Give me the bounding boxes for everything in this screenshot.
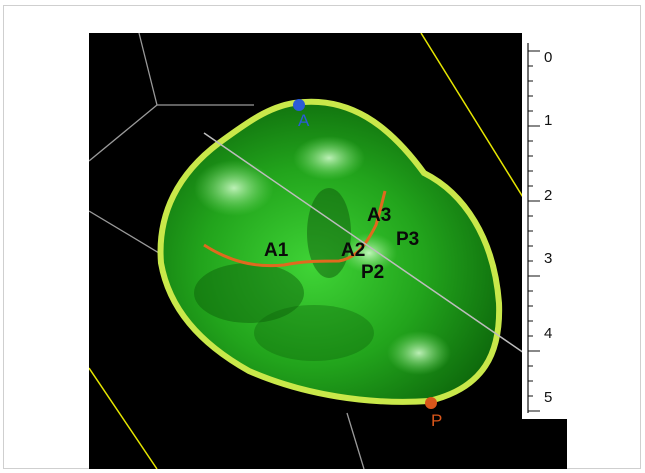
anterior-label: A [298,111,310,130]
posterior-marker [425,397,437,409]
ruler-label-3: 3 [544,250,553,267]
leaflet-label-a2: A2 [341,240,366,261]
posterior-label: P [431,411,443,430]
ruler-ticks [527,43,540,413]
scale-ruler: 0 1 2 3 4 5 [522,33,567,419]
leaflet-label-a3: A3 [367,205,392,226]
surface-highlight [293,136,365,180]
ruler-label-2: 2 [544,187,553,204]
annulus-ring [157,98,503,405]
ruler-label-4: 4 [544,325,553,342]
coaptation-line [203,190,387,268]
ruler-label-1: 1 [544,112,553,129]
surface-highlight [387,331,451,375]
surface-highlight [341,233,397,273]
valve-render [89,33,567,469]
surface-highlight [194,160,274,216]
surface-shadow [307,188,351,278]
3d-viewport: A P A1 A2 A3 P2 P3 [89,33,567,469]
ap-axis-line [203,132,525,354]
ruler-label-5: 5 [544,389,553,406]
surface-shadow [194,263,304,323]
leaflet-label-a1: A1 [264,240,289,261]
anterior-marker [293,99,305,111]
surface-shadow [254,305,374,361]
leaflet-label-p2: P2 [361,262,385,283]
leaflet-label-p3: P3 [396,229,420,250]
ruler-label-0: 0 [544,49,553,66]
